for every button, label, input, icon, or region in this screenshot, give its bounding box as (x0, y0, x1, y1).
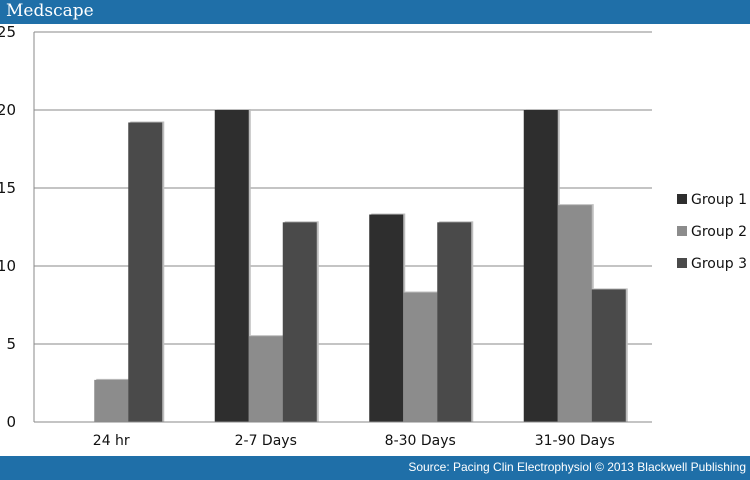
y-tick-label: 10 (0, 257, 16, 275)
bar-group-2-31-90-days (557, 205, 592, 422)
bar-group-1-8-30-days (369, 214, 404, 422)
y-tick-label: 25 (0, 24, 16, 41)
bar-group-1-31-90-days (523, 110, 558, 422)
medscape-logo: Medscape (6, 1, 94, 21)
y-tick-label: 20 (0, 101, 16, 119)
bar-group-3-31-90-days (591, 289, 626, 422)
y-tick-label: 0 (6, 413, 16, 431)
legend-swatch (677, 226, 687, 236)
x-category-label: 2-7 Days (235, 433, 297, 449)
bar-group-3-2-7-days (282, 222, 317, 422)
bar-group-1-2-7-days (214, 110, 249, 422)
y-tick-label: 15 (0, 179, 16, 197)
legend-swatch (677, 258, 687, 268)
footer-bar: Source: Pacing Clin Electrophysiol © 201… (0, 456, 750, 480)
axes (33, 32, 652, 423)
x-category-label: 8-30 Days (385, 433, 456, 449)
bar-group-3-8-30-days (437, 222, 472, 422)
source-credit: Source: Pacing Clin Electrophysiol © 201… (408, 460, 746, 474)
x-category-label: 31-90 Days (535, 433, 615, 449)
bar-group-2-2-7-days (248, 336, 283, 422)
bar-chart: 0 5 10 15 20 25 24 hr 2-7 Days 8-30 Days 31-90 D… (0, 24, 747, 449)
y-axis-ticks: 0 5 10 15 20 25 (0, 24, 16, 431)
legend-swatch (677, 194, 687, 204)
bars (94, 109, 628, 422)
x-axis-labels: 24 hr 2-7 Days 8-30 Days 31-90 Days (93, 433, 615, 449)
legend-label: Group 3 (691, 256, 747, 272)
header-bar: Medscape (0, 0, 750, 24)
legend: Group 1 Group 2 Group 3 (677, 192, 747, 272)
bar-group-2-8-30-days (403, 292, 438, 422)
y-tick-label: 5 (6, 335, 16, 353)
x-category-label: 24 hr (93, 433, 130, 449)
bar-group-2-24-hr (94, 379, 129, 422)
legend-label: Group 2 (691, 224, 747, 240)
bar-group-3-24-hr (128, 122, 163, 422)
legend-label: Group 1 (691, 192, 747, 208)
